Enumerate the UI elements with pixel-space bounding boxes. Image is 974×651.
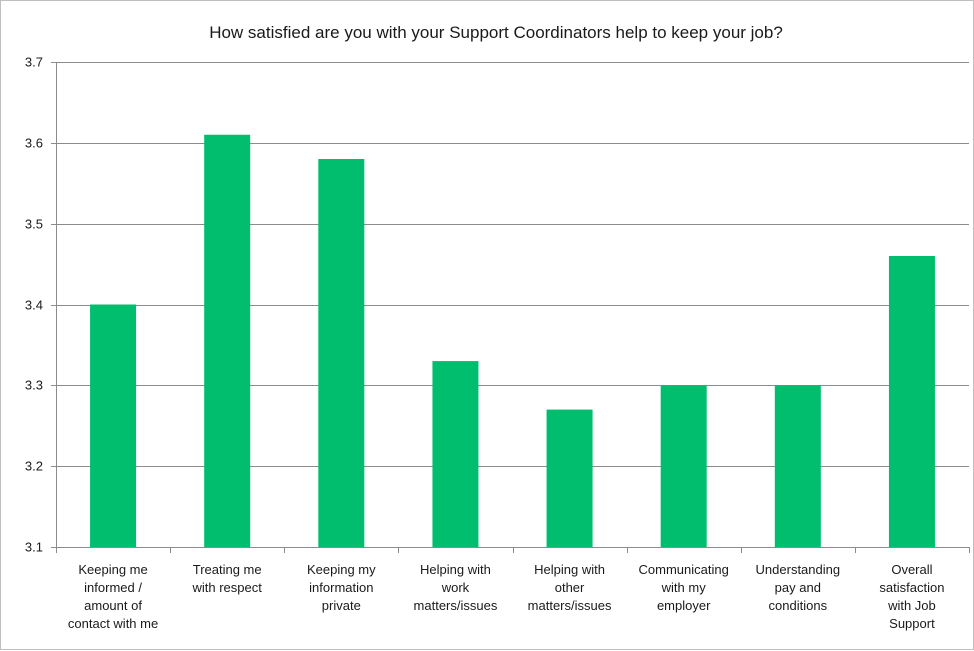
bar xyxy=(204,134,251,547)
x-axis-category-labels: Keeping me informed / amount of contact wit… xyxy=(68,562,945,631)
bar xyxy=(660,385,707,547)
y-axis-tick-labels: 3.1 3.2 3.3 3.4 3.5 3.6 3.7 xyxy=(25,55,56,555)
gridlines xyxy=(56,62,969,467)
bar xyxy=(90,304,137,547)
x-category-label: Understanding pay and conditions xyxy=(756,562,841,613)
bar xyxy=(888,256,935,547)
y-tick-label: 3.6 xyxy=(25,136,43,151)
x-category-label: Keeping me informed / amount of contact wit… xyxy=(68,562,158,631)
bar xyxy=(432,361,479,547)
y-tick-label: 3.1 xyxy=(25,540,43,555)
bar xyxy=(774,385,821,547)
axes xyxy=(56,62,970,553)
x-category-label: Helping with work matters/issues xyxy=(414,562,498,613)
bar xyxy=(546,409,593,547)
bar xyxy=(318,159,365,547)
x-category-label: Helping with other matters/issues xyxy=(528,562,612,613)
x-category-label: Communicating with my employer xyxy=(639,562,729,613)
y-tick-label: 3.3 xyxy=(25,378,43,393)
x-category-label: Overall satisfaction with Job Support xyxy=(879,562,944,631)
y-tick-label: 3.7 xyxy=(25,55,43,70)
y-tick-label: 3.4 xyxy=(25,298,43,313)
y-tick-label: 3.5 xyxy=(25,217,43,232)
chart-title: How satisfied are you with your Support … xyxy=(209,23,783,42)
x-category-label: Treating me with respect xyxy=(192,562,263,595)
y-tick-label: 3.2 xyxy=(25,459,43,474)
x-category-label: Keeping my information private xyxy=(307,562,376,613)
bars xyxy=(90,134,935,547)
